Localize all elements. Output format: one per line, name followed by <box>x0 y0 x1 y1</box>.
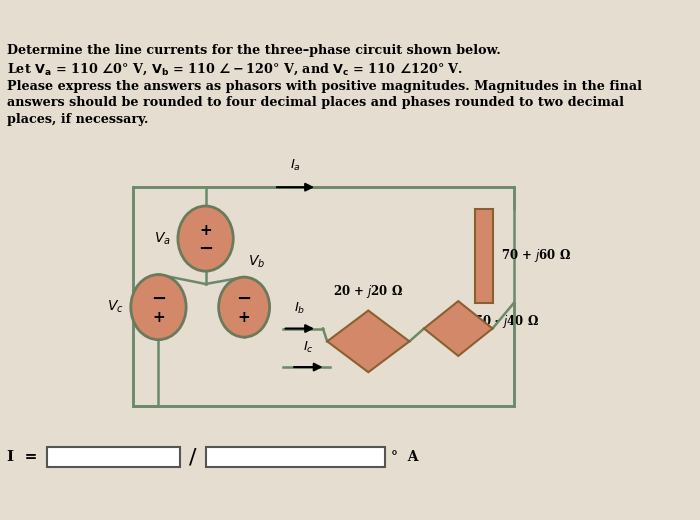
Text: $I_a$: $I_a$ <box>290 159 301 174</box>
Text: Determine the line currents for the three–phase circuit shown below.: Determine the line currents for the thre… <box>7 44 500 57</box>
Text: −: − <box>237 290 252 307</box>
Text: −: − <box>198 240 213 258</box>
Text: +: + <box>152 310 164 325</box>
Text: 50 - $j$40 Ω: 50 - $j$40 Ω <box>474 313 539 330</box>
Text: $V_a$: $V_a$ <box>154 230 171 247</box>
Text: Let $\mathbf{V_a}$ = 110 $\mathbf{\angle}$0° V, $\mathbf{V_b}$ = 110 $\mathbf{\a: Let $\mathbf{V_a}$ = 110 $\mathbf{\angle… <box>7 61 463 77</box>
Text: °  A: ° A <box>391 450 418 464</box>
Bar <box>47 447 180 467</box>
Bar <box>475 209 493 303</box>
Text: I  =: I = <box>7 450 37 464</box>
Text: places, if necessary.: places, if necessary. <box>7 113 148 126</box>
Text: Please express the answers as phasors with positive magnitudes. Magnitudes in th: Please express the answers as phasors wi… <box>7 80 642 93</box>
Text: answers should be rounded to four decimal places and phases rounded to two decim: answers should be rounded to four decima… <box>7 96 624 109</box>
Ellipse shape <box>178 206 233 271</box>
Ellipse shape <box>218 277 270 337</box>
Text: −: − <box>151 290 166 307</box>
Text: 20 + $j$20 Ω: 20 + $j$20 Ω <box>333 283 403 300</box>
Text: $I_c$: $I_c$ <box>303 340 314 355</box>
Text: 70 + $j$60 Ω: 70 + $j$60 Ω <box>501 247 571 264</box>
Bar <box>206 447 386 467</box>
Text: +: + <box>238 310 251 325</box>
Text: $V_c$: $V_c$ <box>107 299 124 315</box>
Text: $V_b$: $V_b$ <box>248 254 265 270</box>
Polygon shape <box>327 310 410 372</box>
Ellipse shape <box>131 275 186 340</box>
Polygon shape <box>424 301 493 356</box>
Text: +: + <box>199 223 212 238</box>
Text: $I_b$: $I_b$ <box>294 301 305 316</box>
Text: /: / <box>189 447 197 467</box>
Bar <box>133 187 514 406</box>
